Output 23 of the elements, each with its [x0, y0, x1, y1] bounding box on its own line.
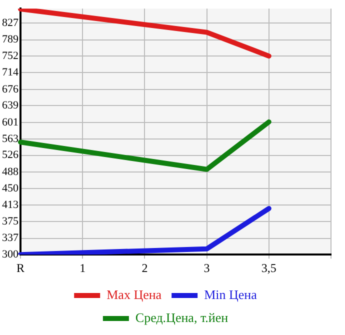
y-tick-label: 714 — [2, 66, 19, 79]
y-tick-label: 450 — [2, 182, 19, 195]
y-tick-label: 375 — [2, 216, 19, 228]
y-tick-label: 639 — [2, 100, 19, 112]
y-tick-label: 752 — [2, 50, 18, 62]
x-tick-label: 2 — [142, 260, 148, 275]
y-tick-label: 526 — [2, 149, 19, 162]
y-tick-label: 413 — [2, 198, 19, 211]
x-tick-label: R — [16, 260, 25, 275]
y-tick-label: 300 — [2, 248, 19, 260]
y-tick-label: 563 — [2, 132, 19, 145]
legend-label: Max Цена — [106, 286, 162, 302]
x-tick-label: 1 — [80, 260, 86, 275]
y-tick-label: 676 — [2, 83, 19, 96]
y-tick-label: 488 — [2, 166, 19, 178]
y-tick-label: 789 — [2, 34, 19, 46]
x-tick-label: 3 — [204, 260, 210, 275]
legend-label: Сред.Цена, т.йен — [135, 310, 228, 325]
y-tick-label: 337 — [2, 232, 19, 244]
x-tick-label: 3,5 — [261, 260, 276, 275]
y-tick-label: 827 — [2, 16, 19, 29]
y-tick-label: 601 — [2, 116, 18, 128]
legend-label: Min Цена — [204, 286, 258, 302]
